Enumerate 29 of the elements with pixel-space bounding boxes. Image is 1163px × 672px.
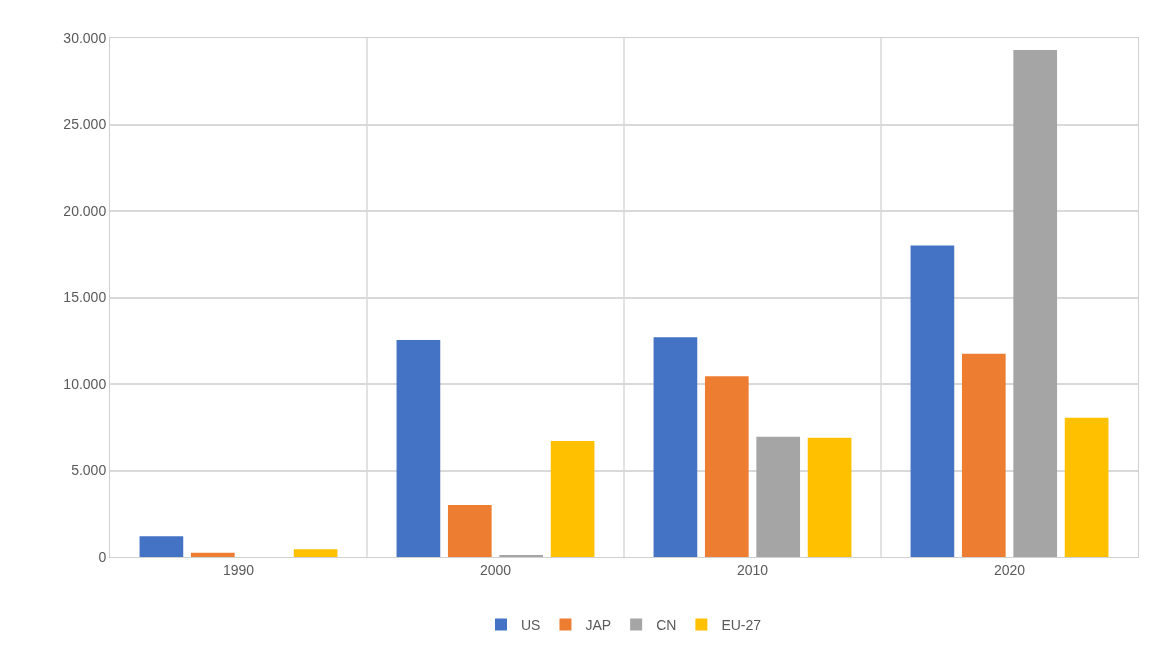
y-tick-label: 5.000 (71, 462, 107, 479)
y-tick-label: 25.000 (63, 116, 107, 133)
bar (1064, 417, 1109, 557)
y-tick-label: 20.000 (63, 202, 107, 219)
y-tick-label: 30.000 (63, 29, 107, 46)
bar (139, 536, 184, 557)
x-tick-label: 2010 (736, 561, 769, 578)
y-tick-label: 15.000 (63, 289, 107, 306)
bar (910, 245, 955, 557)
bar (550, 441, 595, 557)
x-tick-label: 2000 (479, 561, 512, 578)
bar (447, 505, 492, 557)
bar (653, 337, 698, 557)
bar (756, 436, 801, 557)
y-tick-label: 0 (98, 548, 107, 565)
y-tick-label: 10.000 (63, 375, 107, 392)
bar (190, 552, 235, 557)
x-tick-label: 2020 (993, 561, 1026, 578)
legend-label: US (521, 616, 541, 633)
x-tick-label: 1990 (222, 561, 255, 578)
bar (961, 353, 1006, 557)
bar (293, 549, 338, 557)
legend-label: JAP (585, 616, 612, 633)
legend-label: EU-27 (721, 616, 762, 633)
bar (1013, 50, 1058, 557)
bar (396, 339, 441, 557)
legend-label: CN (656, 616, 677, 633)
bar (704, 376, 749, 557)
bar (807, 437, 852, 557)
